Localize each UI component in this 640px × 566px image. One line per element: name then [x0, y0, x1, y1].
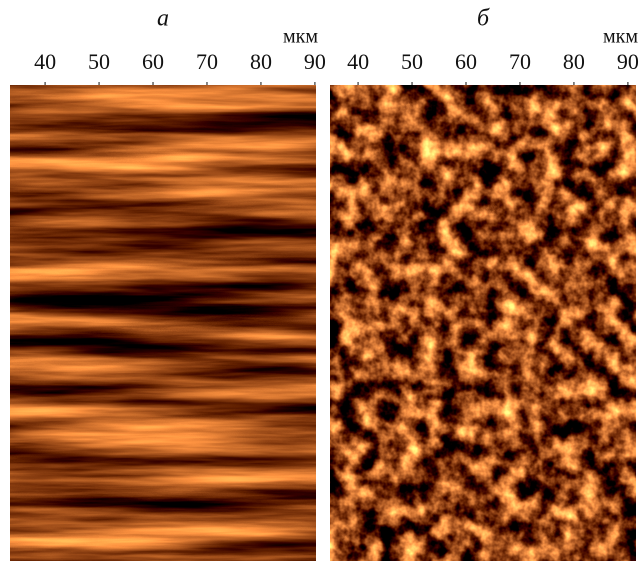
x-axis-label: мкм: [603, 26, 638, 48]
x-tick-label: 80: [250, 49, 272, 74]
x-axis-label: мкм: [283, 26, 318, 48]
panel-label: б: [477, 6, 490, 32]
page: {"chart_data": [ {"type": "image", "titl…: [0, 0, 640, 561]
x-tick-label: 70: [509, 49, 531, 74]
x-tick-label: 40: [347, 49, 369, 74]
x-tick-label: 60: [142, 49, 164, 74]
x-tick-label: 40: [34, 49, 56, 74]
figure: а мкм 40 50 60 70 80 90 б мкм 40 50 60 70 80 90: [0, 0, 640, 561]
x-tick-label: 90: [617, 49, 639, 74]
afm-image: [330, 85, 636, 561]
afm-image: [10, 85, 316, 561]
x-tick-label: 60: [455, 49, 477, 74]
x-tick-label: 70: [196, 49, 218, 74]
panel-label: а: [157, 6, 169, 32]
x-tick-label: 90: [304, 49, 326, 74]
x-tick-label: 50: [88, 49, 110, 74]
x-tick-label: 80: [563, 49, 585, 74]
x-tick-label: 50: [401, 49, 423, 74]
